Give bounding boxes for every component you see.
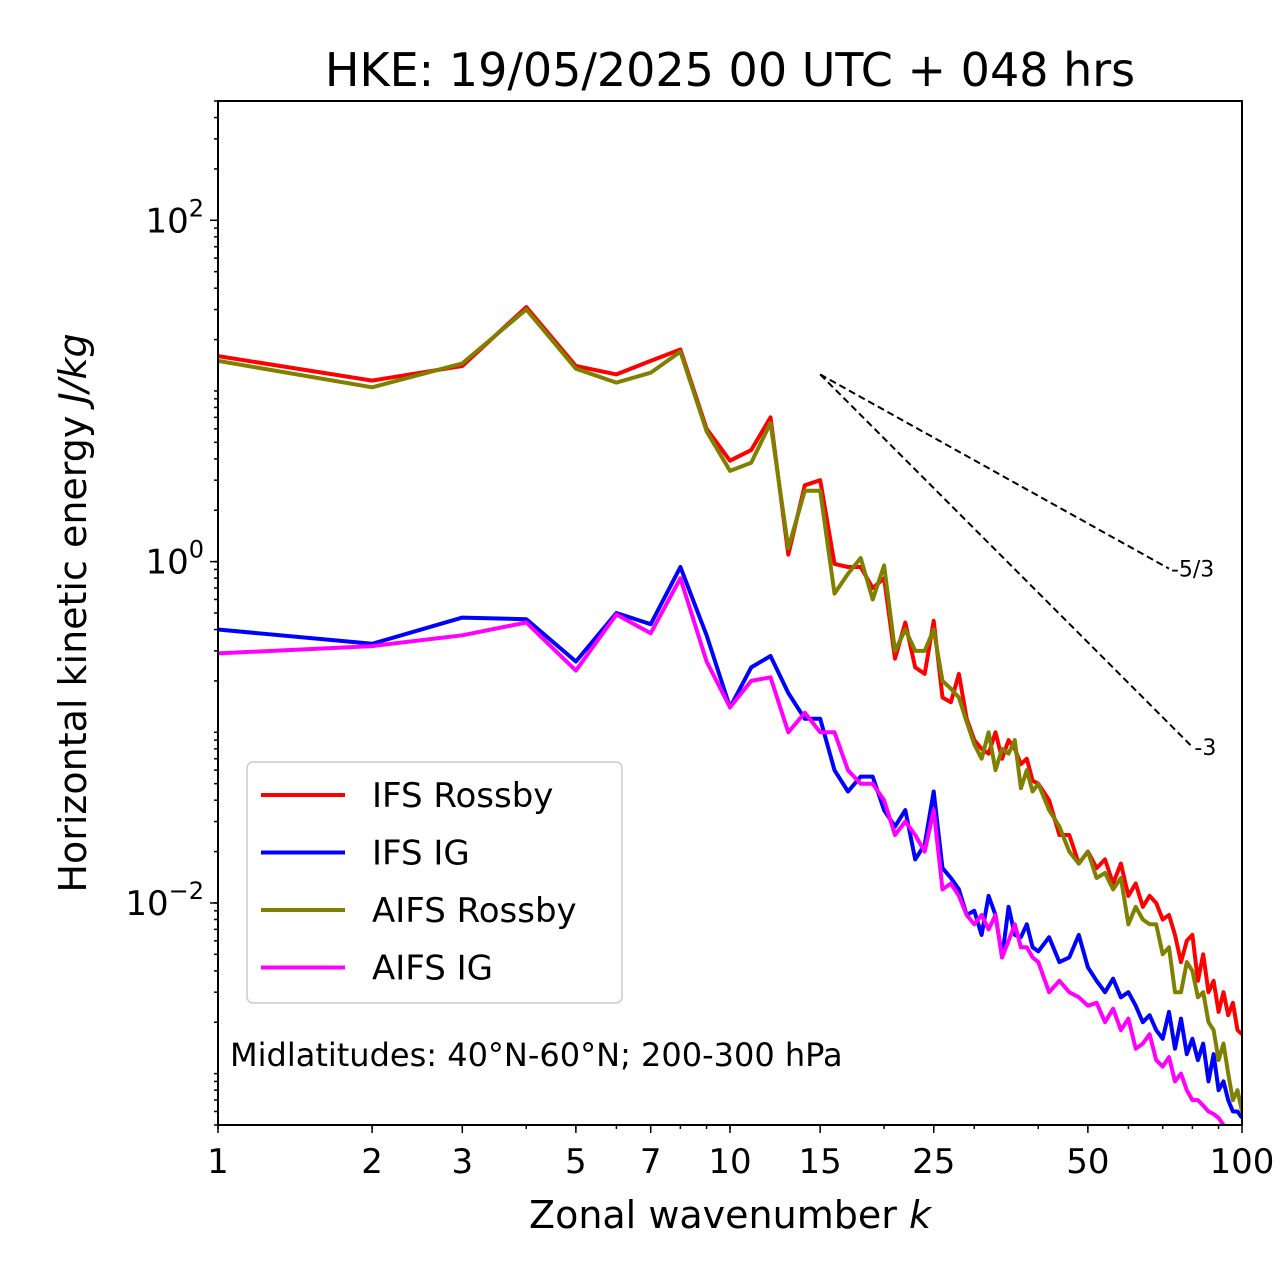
x-tick-label: 15 xyxy=(799,1142,842,1182)
reference-label-2: -3 xyxy=(1194,736,1216,761)
legend-label-aifs-rossby: AIFS Rossby xyxy=(372,891,577,931)
x-tick-label: 5 xyxy=(565,1142,587,1182)
series-layer xyxy=(218,305,1242,1125)
y-axis-label-text: Horizontal kinetic energy xyxy=(51,416,95,893)
legend: IFS Rossby IFS IG AIFS Rossby AIFS IG xyxy=(246,761,623,1004)
y-tick-label: 102 xyxy=(145,194,204,241)
series-line-ifs-ig xyxy=(218,565,1242,1120)
legend-label-ifs-ig: IFS IG xyxy=(372,834,470,874)
reference-lines: -5/3 -3 xyxy=(819,373,1216,761)
chart-title: HKE: 19/05/2025 00 UTC + 048 hrs xyxy=(325,43,1135,97)
legend-label-ifs-rossby: IFS Rossby xyxy=(372,776,553,816)
x-axis-label-var: k xyxy=(909,1193,933,1237)
x-axis-label: Zonal wavenumber k xyxy=(529,1193,933,1237)
reference-label-1: -5/3 xyxy=(1171,558,1214,583)
y-axis-label: Horizontal kinetic energy J/kg xyxy=(51,333,95,892)
reference-line-1 xyxy=(819,373,1170,570)
y-axis-ticks: 102 100 10−2 xyxy=(125,100,218,1126)
legend-box xyxy=(246,761,623,1004)
series-line-aifs-ig xyxy=(218,576,1228,1125)
legend-label-aifs-ig: AIFS IG xyxy=(372,949,493,989)
x-tick-label: 2 xyxy=(361,1142,383,1182)
y-tick-label: 100 xyxy=(145,536,204,583)
x-tick-label: 7 xyxy=(640,1142,662,1182)
y-axis-label-unit: J/kg xyxy=(51,333,95,410)
x-tick-label: 10 xyxy=(708,1142,751,1182)
x-tick-label: 25 xyxy=(912,1142,955,1182)
region-annotation: Midlatitudes: 40°N-60°N; 200-300 hPa xyxy=(230,1036,843,1074)
x-axis-label-text: Zonal wavenumber xyxy=(529,1193,897,1237)
series-line-aifs-rossby xyxy=(218,307,1242,1112)
x-axis-ticks: 1 2 3 5 7 10 15 25 50 100 xyxy=(207,1125,1274,1182)
x-tick-label: 3 xyxy=(451,1142,473,1182)
reference-line-2 xyxy=(819,373,1194,748)
y-tick-label: 10−2 xyxy=(125,877,204,924)
x-tick-label: 50 xyxy=(1066,1142,1109,1182)
x-tick-label: 1 xyxy=(207,1142,229,1182)
x-tick-label: 100 xyxy=(1210,1142,1275,1182)
